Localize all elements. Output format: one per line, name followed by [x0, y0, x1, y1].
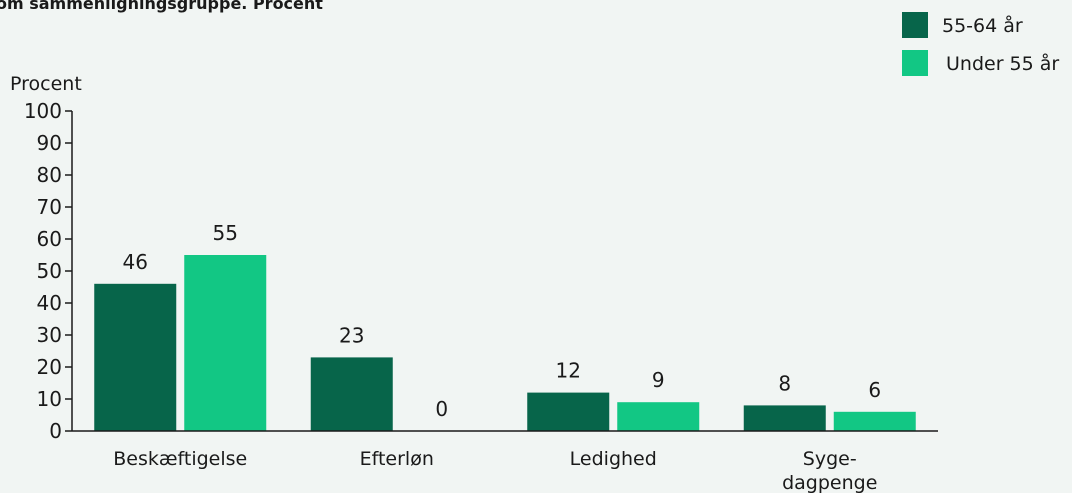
data-label: 12 — [556, 359, 581, 383]
x-tick-label: dagpenge — [782, 472, 877, 493]
x-tick-label: Ledighed — [570, 448, 657, 470]
data-label: 23 — [339, 323, 364, 347]
y-tick-label: 30 — [37, 323, 62, 347]
bar — [310, 357, 393, 431]
data-label: 8 — [778, 371, 791, 395]
y-tick-label: 80 — [37, 163, 62, 187]
bars: 46 55 23 0 12 9 8 6 — [94, 221, 916, 431]
y-axis: 0 10 20 30 40 50 60 70 80 90 100 — [24, 99, 73, 443]
y-tick-label: 20 — [37, 355, 62, 379]
data-label: 0 — [435, 397, 448, 421]
legend-label: 55-64 år — [942, 14, 1023, 37]
legend-label: Under 55 år — [946, 52, 1059, 75]
y-axis-label: Procent — [10, 73, 82, 95]
x-tick-label: Syge- — [803, 448, 857, 470]
bar — [833, 411, 916, 431]
x-axis: Beskæftigelse Efterløn Ledighed Syge-dagpen… — [72, 430, 938, 493]
y-tick-label: 10 — [37, 387, 62, 411]
y-tick-label: 60 — [37, 227, 62, 251]
y-tick-label: 70 — [37, 195, 62, 219]
y-tick-label: 50 — [37, 259, 62, 283]
bar — [94, 283, 177, 431]
data-label: 46 — [123, 250, 148, 274]
data-label: 6 — [868, 378, 881, 402]
y-tick-label: 90 — [37, 131, 62, 155]
legend-swatch — [902, 50, 928, 76]
legend-swatch — [902, 12, 928, 38]
bar — [527, 392, 610, 431]
data-label: 9 — [652, 368, 665, 392]
chart-title: om sammenligningsgruppe. Procent — [0, 0, 323, 13]
y-tick-label: 40 — [37, 291, 62, 315]
x-tick-label: Beskæftigelse — [113, 448, 247, 470]
y-tick-label: 0 — [49, 419, 62, 443]
y-tick-label: 100 — [24, 99, 62, 123]
legend: 55-64 år Under 55 år — [902, 12, 1059, 76]
bar — [184, 255, 267, 431]
x-tick-label: Efterløn — [360, 448, 434, 470]
bar — [743, 405, 826, 431]
bar — [617, 402, 700, 431]
data-label: 55 — [213, 221, 238, 245]
